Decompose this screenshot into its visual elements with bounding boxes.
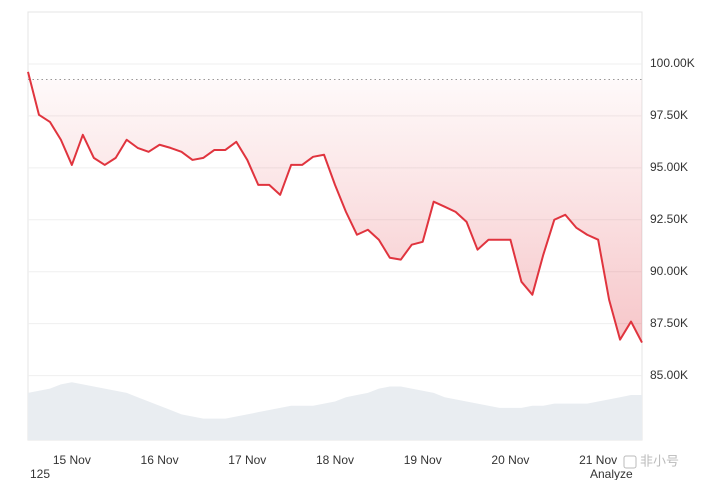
x-tick-label: 17 Nov bbox=[228, 453, 266, 467]
footer-left: 125 bbox=[30, 467, 50, 480]
y-tick-label: 95.00K bbox=[650, 160, 688, 174]
x-tick-label: 20 Nov bbox=[491, 453, 529, 467]
y-tick-label: 100.00K bbox=[650, 56, 695, 70]
price-area bbox=[28, 71, 642, 343]
x-tick-label: 21 Nov bbox=[579, 453, 617, 467]
x-tick-label: 19 Nov bbox=[404, 453, 442, 467]
footer-right[interactable]: Analyze bbox=[590, 467, 633, 480]
watermark: 非小号 bbox=[640, 453, 679, 468]
y-tick-label: 92.50K bbox=[650, 212, 688, 226]
price-line bbox=[27, 71, 643, 344]
y-tick-label: 87.50K bbox=[650, 316, 688, 330]
x-tick-label: 16 Nov bbox=[141, 453, 179, 467]
y-tick-label: 90.00K bbox=[650, 264, 688, 278]
y-tick-label: 97.50K bbox=[650, 108, 688, 122]
y-tick-label: 85.00K bbox=[650, 368, 688, 382]
volume-area bbox=[28, 382, 642, 440]
x-tick-label: 18 Nov bbox=[316, 453, 354, 467]
x-tick-label: 15 Nov bbox=[53, 453, 91, 467]
watermark-icon bbox=[623, 455, 637, 469]
